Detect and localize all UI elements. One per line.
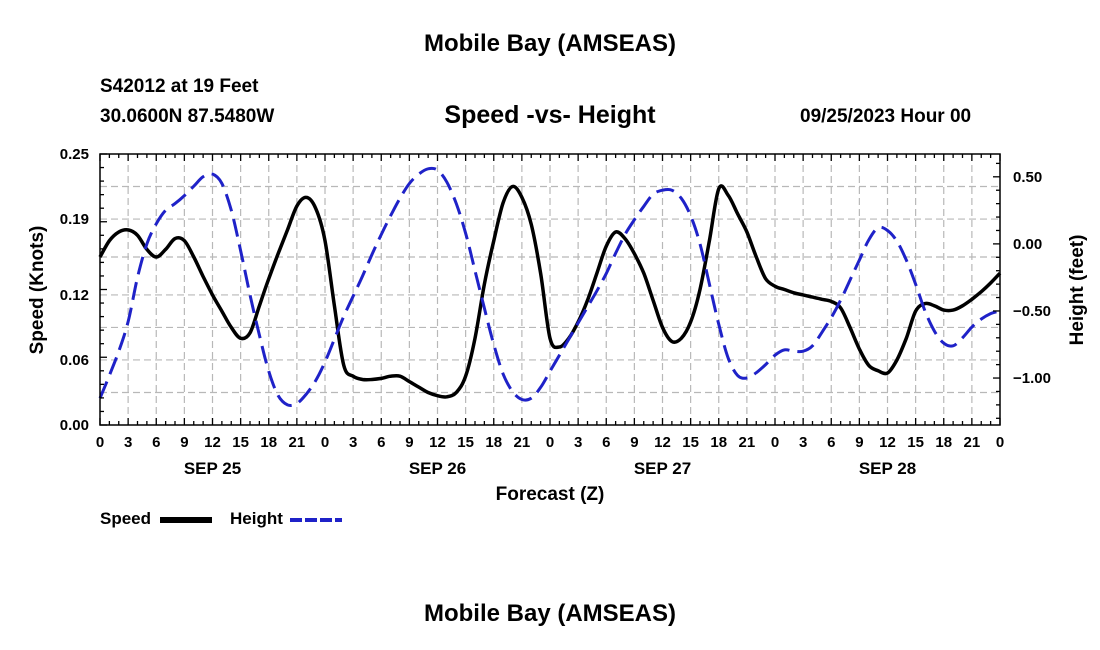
x-tick-label: 0: [321, 434, 329, 451]
x-tick-label: 9: [855, 434, 863, 451]
legend-height-swatch: [290, 518, 342, 522]
y-tick-label: 0.00: [60, 417, 89, 434]
y2-tick-label: 0.50: [1013, 169, 1042, 186]
y2-tick-label: 0.00: [1013, 236, 1042, 253]
x-tick-label: 3: [349, 434, 357, 451]
x-tick-label: 0: [771, 434, 779, 451]
coordinates-label: 30.0600N 87.5480W: [100, 106, 275, 127]
x-tick-label: 21: [514, 434, 531, 451]
date-label: SEP 27: [634, 459, 691, 478]
x-tick-label: 12: [429, 434, 446, 451]
x-tick-label: 18: [710, 434, 727, 451]
speed-series-line: [98, 184, 1002, 399]
x-tick-label: 21: [739, 434, 756, 451]
x-tick-label: 0: [996, 434, 1004, 451]
y2-tick-label: −1.00: [1013, 370, 1051, 387]
axes: 0 3 6 9 12 15 18 21 0 3 6 9 12 15 18 21 0 3 6 9 12 15 18 21 0 3 6 9…: [60, 146, 1051, 478]
x-axis-label: Forecast (Z): [496, 484, 605, 505]
x-tick-label: 12: [654, 434, 671, 451]
x-tick-label: 9: [405, 434, 413, 451]
footer-title: Mobile Bay (AMSEAS): [423, 600, 677, 627]
x-tick-label: 15: [682, 434, 699, 451]
x-tick-label: 6: [377, 434, 385, 451]
y-axis-label: Speed (Knots): [27, 226, 48, 355]
date-label: SEP 28: [859, 459, 916, 478]
x-tick-label: 0: [546, 434, 554, 451]
x-tick-label: 15: [232, 434, 249, 451]
y-tick-label: 0.19: [60, 211, 89, 228]
x-tick-label: 18: [485, 434, 502, 451]
x-tick-label: 3: [574, 434, 582, 451]
series-layer: [98, 166, 1002, 408]
x-tick-label: 9: [630, 434, 638, 451]
x-tick-label: 3: [124, 434, 132, 451]
y2-tick-label: −0.50: [1013, 303, 1051, 320]
x-tick-label: 12: [879, 434, 896, 451]
x-tick-label: 18: [260, 434, 277, 451]
forecast-datetime: 09/25/2023 Hour 00: [800, 106, 972, 127]
y-tick-label: 0.12: [60, 287, 89, 304]
legend-speed-swatch: [160, 517, 212, 523]
x-tick-label: 0: [96, 434, 104, 451]
height-series-line: [98, 166, 1001, 408]
x-tick-label: 3: [799, 434, 807, 451]
y2-axis-label: Height (feet): [1067, 235, 1088, 346]
x-tick-label: 6: [602, 434, 610, 451]
x-tick-label: 21: [289, 434, 306, 451]
date-label: SEP 26: [409, 459, 466, 478]
station-label: S42012 at 19 Feet: [100, 76, 259, 97]
x-tick-label: 6: [827, 434, 835, 451]
x-tick-label: 15: [907, 434, 924, 451]
grid: [100, 154, 1000, 425]
y-tick-label: 0.25: [60, 146, 89, 163]
date-label: SEP 25: [184, 459, 241, 478]
x-tick-label: 12: [204, 434, 221, 451]
x-tick-label: 18: [935, 434, 952, 451]
axis-labels: Forecast (Z) Speed (Knots) Height (feet): [27, 226, 1088, 505]
main-title: Mobile Bay (AMSEAS): [423, 30, 677, 57]
legend-height-label: Height: [230, 509, 283, 528]
legend-speed-label: Speed: [100, 509, 152, 528]
x-tick-label: 9: [180, 434, 188, 451]
chart-title: Speed -vs- Height: [444, 101, 656, 129]
y-tick-label: 0.06: [60, 352, 89, 369]
x-tick-label: 6: [152, 434, 160, 451]
x-tick-label: 21: [964, 434, 981, 451]
x-tick-label: 15: [457, 434, 474, 451]
